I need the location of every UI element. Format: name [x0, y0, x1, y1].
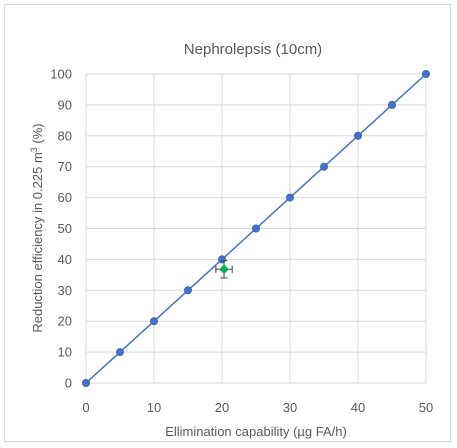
chart-area	[4, 4, 451, 442]
y-tick-label: 70	[58, 159, 72, 174]
y-axis-label-main: Reduction efficiency in 0.225 m	[30, 152, 45, 332]
y-tick-label: 20	[58, 314, 72, 329]
data-point	[82, 378, 91, 387]
data-point	[319, 162, 328, 171]
x-tick-label: 10	[147, 400, 161, 415]
data-point	[251, 224, 260, 233]
y-tick-label: 100	[50, 67, 72, 82]
data-point	[353, 131, 362, 140]
x-tick-label: 20	[215, 400, 229, 415]
y-tick-label: 80	[58, 128, 72, 143]
data-point	[421, 70, 430, 79]
data-point	[285, 193, 294, 202]
x-tick-label: 30	[283, 400, 297, 415]
y-tick-label: 10	[58, 345, 72, 360]
x-tick-label: 0	[82, 400, 89, 415]
gridlines	[85, 73, 427, 384]
x-axis-label: Ellimination capability (µg FA/h)	[165, 424, 347, 439]
y-axis-label-unit: (%)	[30, 123, 45, 147]
y-tick-label: 50	[58, 221, 72, 236]
data-point	[387, 100, 396, 109]
y-tick-label: 0	[65, 376, 72, 391]
y-tick-labels: 0 10 20 30 40 50 60 70 80 90 100	[50, 67, 72, 391]
data-point	[149, 317, 158, 326]
y-tick-label: 30	[58, 283, 72, 298]
x-tick-label: 40	[351, 400, 365, 415]
y-axis-label: Reduction efficiency in 0.225 m3 (%)	[29, 123, 45, 332]
y-tick-label: 40	[58, 252, 72, 267]
data-point	[116, 348, 125, 357]
data-point-diamond	[219, 264, 229, 275]
x-tick-label: 50	[419, 400, 433, 415]
y-tick-label: 60	[58, 190, 72, 205]
chart-title: Nephrolepsis (10cm)	[184, 41, 322, 58]
data-point	[183, 286, 192, 295]
y-axis-label-superscript: 3	[29, 147, 39, 152]
y-tick-label: 90	[58, 97, 72, 112]
series-layer	[82, 70, 430, 387]
x-tick-labels: 0 10 20 30 40 50	[82, 400, 433, 415]
